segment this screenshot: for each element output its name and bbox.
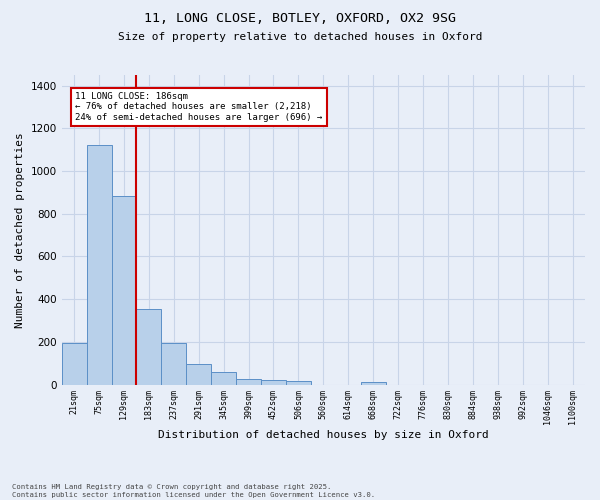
Bar	[211, 372, 236, 384]
Text: Size of property relative to detached houses in Oxford: Size of property relative to detached ho…	[118, 32, 482, 42]
Bar	[186, 364, 211, 384]
Bar	[236, 379, 261, 384]
Bar	[136, 310, 161, 384]
Bar	[261, 380, 286, 384]
Bar	[161, 342, 186, 384]
Bar	[112, 196, 136, 384]
Bar	[86, 146, 112, 384]
Bar	[361, 382, 386, 384]
X-axis label: Distribution of detached houses by size in Oxford: Distribution of detached houses by size …	[158, 430, 489, 440]
Y-axis label: Number of detached properties: Number of detached properties	[15, 132, 25, 328]
Text: 11 LONG CLOSE: 186sqm
← 76% of detached houses are smaller (2,218)
24% of semi-d: 11 LONG CLOSE: 186sqm ← 76% of detached …	[76, 92, 323, 122]
Text: Contains HM Land Registry data © Crown copyright and database right 2025.
Contai: Contains HM Land Registry data © Crown c…	[12, 484, 375, 498]
Bar	[62, 342, 86, 384]
Text: 11, LONG CLOSE, BOTLEY, OXFORD, OX2 9SG: 11, LONG CLOSE, BOTLEY, OXFORD, OX2 9SG	[144, 12, 456, 26]
Bar	[286, 382, 311, 384]
